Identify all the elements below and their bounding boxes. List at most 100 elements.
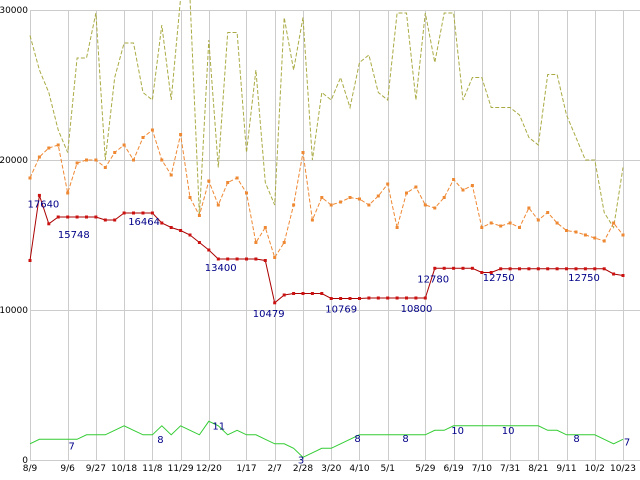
min-price-marker bbox=[367, 296, 371, 300]
min-price-marker bbox=[47, 222, 51, 226]
avg-price-marker bbox=[245, 191, 248, 195]
y-axis-labels: 0 10000 20000 30000 bbox=[0, 6, 28, 466]
min-price-marker bbox=[282, 293, 286, 297]
avg-price-marker bbox=[433, 206, 437, 210]
min-price-marker bbox=[37, 193, 41, 197]
avg-price-marker bbox=[141, 136, 145, 139]
avg-price-marker bbox=[565, 229, 568, 232]
avg-price-marker bbox=[226, 181, 230, 184]
x-tick-label: 9/27 bbox=[86, 464, 106, 474]
x-tick-label: 10/23 bbox=[610, 464, 636, 474]
min-price-marker bbox=[621, 274, 625, 277]
avg-price-marker bbox=[593, 236, 597, 240]
avg-price-marker bbox=[66, 191, 70, 195]
min-price-marker bbox=[461, 266, 465, 270]
min-price-marker bbox=[103, 218, 107, 222]
min-price-marker bbox=[480, 271, 484, 274]
min-price-line bbox=[29, 195, 624, 304]
avg-price-marker bbox=[216, 203, 220, 207]
min-price-value-label: 17640 bbox=[27, 199, 59, 210]
min-price-marker bbox=[132, 211, 135, 215]
avg-price-marker bbox=[320, 196, 324, 199]
y-tick-label: 30000 bbox=[0, 6, 28, 16]
shop-count-value-label: 8 bbox=[354, 434, 360, 445]
avg-price-marker bbox=[113, 151, 117, 154]
min-price-marker bbox=[292, 292, 296, 295]
min-price-marker bbox=[376, 296, 380, 300]
avg-price-marker bbox=[103, 166, 107, 169]
min-price-value-label: 10479 bbox=[253, 309, 285, 320]
x-tick-label: 7/10 bbox=[472, 464, 492, 474]
min-price-value-label: 12750 bbox=[568, 273, 600, 284]
min-price-marker bbox=[508, 267, 512, 271]
max-price-line bbox=[29, 0, 624, 229]
min-price-value-label: 13400 bbox=[205, 263, 237, 274]
avg-price-line bbox=[29, 129, 624, 259]
min-price-marker bbox=[518, 267, 521, 271]
avg-price-marker bbox=[386, 182, 390, 186]
gridlines bbox=[30, 10, 640, 461]
min-price-marker bbox=[235, 257, 239, 261]
avg-price-marker bbox=[508, 221, 512, 225]
x-axis-labels: 8/9 9/6 9/27 10/18 11/8 11/29 12/20 1/17 2/7 2/28… bbox=[23, 464, 636, 474]
min-price-marker bbox=[452, 266, 456, 270]
x-tick-label: 1/17 bbox=[236, 464, 256, 474]
avg-price-marker bbox=[555, 221, 559, 225]
min-price-marker bbox=[301, 292, 305, 295]
min-price-marker bbox=[555, 267, 559, 271]
avg-price-marker bbox=[358, 197, 361, 201]
min-price-value-label: 16464 bbox=[128, 217, 160, 228]
avg-price-marker bbox=[282, 241, 286, 244]
avg-price-marker bbox=[254, 241, 258, 244]
min-price-marker bbox=[66, 215, 70, 219]
min-price-marker bbox=[414, 296, 418, 300]
value-labels-shop-count: 7 8 11 3 8 8 10 10 8 7 bbox=[69, 421, 631, 466]
series-shop-count bbox=[29, 420, 624, 458]
min-price-marker bbox=[546, 267, 550, 271]
min-price-marker bbox=[395, 296, 399, 300]
avg-price-marker bbox=[169, 173, 173, 177]
min-price-marker bbox=[85, 215, 88, 219]
min-price-marker bbox=[122, 211, 126, 215]
avg-price-marker bbox=[442, 196, 446, 199]
min-price-marker bbox=[113, 218, 117, 222]
x-tick-label: 5/29 bbox=[415, 464, 435, 474]
avg-price-marker bbox=[85, 158, 88, 162]
avg-price-marker bbox=[518, 226, 521, 229]
min-price-marker bbox=[263, 259, 267, 262]
min-price-marker bbox=[245, 257, 248, 261]
x-tick-label: 8/21 bbox=[528, 464, 548, 474]
shop-count-value-label: 8 bbox=[573, 434, 579, 445]
min-price-marker bbox=[574, 267, 578, 271]
y-tick-label: 20000 bbox=[0, 156, 28, 166]
avg-price-marker bbox=[301, 151, 305, 154]
y-tick-label: 0 bbox=[22, 456, 28, 466]
series-min-price bbox=[28, 193, 625, 305]
min-price-marker bbox=[339, 297, 343, 300]
min-price-marker bbox=[254, 257, 258, 261]
avg-price-marker bbox=[602, 239, 606, 243]
min-price-marker bbox=[179, 229, 183, 232]
avg-price-marker bbox=[499, 224, 503, 228]
min-price-marker bbox=[310, 292, 314, 295]
min-price-marker bbox=[320, 292, 324, 295]
x-tick-label: 9/6 bbox=[60, 464, 75, 474]
min-price-marker bbox=[358, 297, 361, 300]
min-price-marker bbox=[583, 267, 587, 271]
x-tick-label: 12/20 bbox=[196, 464, 222, 474]
min-price-marker bbox=[527, 267, 531, 271]
x-tick-label: 4/10 bbox=[349, 464, 369, 474]
min-price-marker bbox=[160, 221, 164, 225]
series-avg-price bbox=[28, 128, 625, 259]
min-price-marker bbox=[423, 296, 427, 300]
x-tick-label: 11/8 bbox=[142, 464, 162, 474]
avg-price-marker bbox=[37, 155, 41, 159]
min-price-marker bbox=[489, 271, 493, 274]
min-price-marker bbox=[602, 267, 606, 271]
avg-price-marker bbox=[94, 158, 98, 162]
avg-price-marker bbox=[480, 226, 484, 229]
avg-price-marker bbox=[207, 179, 211, 183]
